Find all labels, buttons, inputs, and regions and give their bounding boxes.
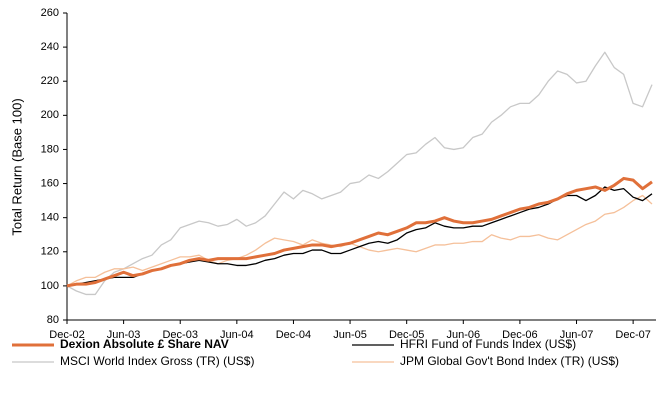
y-axis-label: Total Return (Base 100) — [9, 98, 24, 235]
y-tick-label: 160 — [41, 177, 59, 189]
x-tick-label: Jun-03 — [107, 329, 141, 341]
x-tick-label: Dec-04 — [276, 329, 311, 341]
y-tick-label: 240 — [41, 41, 59, 53]
y-tick-label: 120 — [41, 246, 59, 258]
y-tick-label: 260 — [41, 7, 59, 19]
x-tick-label: Dec-05 — [389, 329, 424, 341]
y-tick-label: 180 — [41, 143, 59, 155]
y-tick-label: 140 — [41, 212, 59, 224]
legend-label: MSCI World Index Gross (TR) (US$) — [60, 354, 254, 368]
x-tick-label: Jun-04 — [220, 329, 254, 341]
x-tick-label: Jun-06 — [446, 329, 480, 341]
x-tick-label: Dec-07 — [615, 329, 650, 341]
series-line — [66, 51, 653, 296]
series-line — [66, 176, 653, 288]
x-tick-label: Jun-07 — [560, 329, 594, 341]
x-tick-label: Dec-03 — [162, 329, 197, 341]
x-tick-label: Dec-06 — [502, 329, 537, 341]
y-tick-label: 100 — [41, 280, 59, 292]
x-tick-label: Jun-05 — [333, 329, 367, 341]
y-tick-label: 200 — [41, 109, 59, 121]
legend-label: Dexion Absolute £ Share NAV — [60, 337, 229, 351]
y-tick-label: 220 — [41, 75, 59, 87]
legend-label: JPM Global Gov't Bond Index (TR) (US$) — [400, 354, 619, 368]
y-tick-label: 80 — [47, 314, 59, 326]
legend-label: HFRI Fund of Funds Index (US$) — [400, 337, 576, 351]
x-tick-label: Dec-02 — [49, 329, 84, 341]
